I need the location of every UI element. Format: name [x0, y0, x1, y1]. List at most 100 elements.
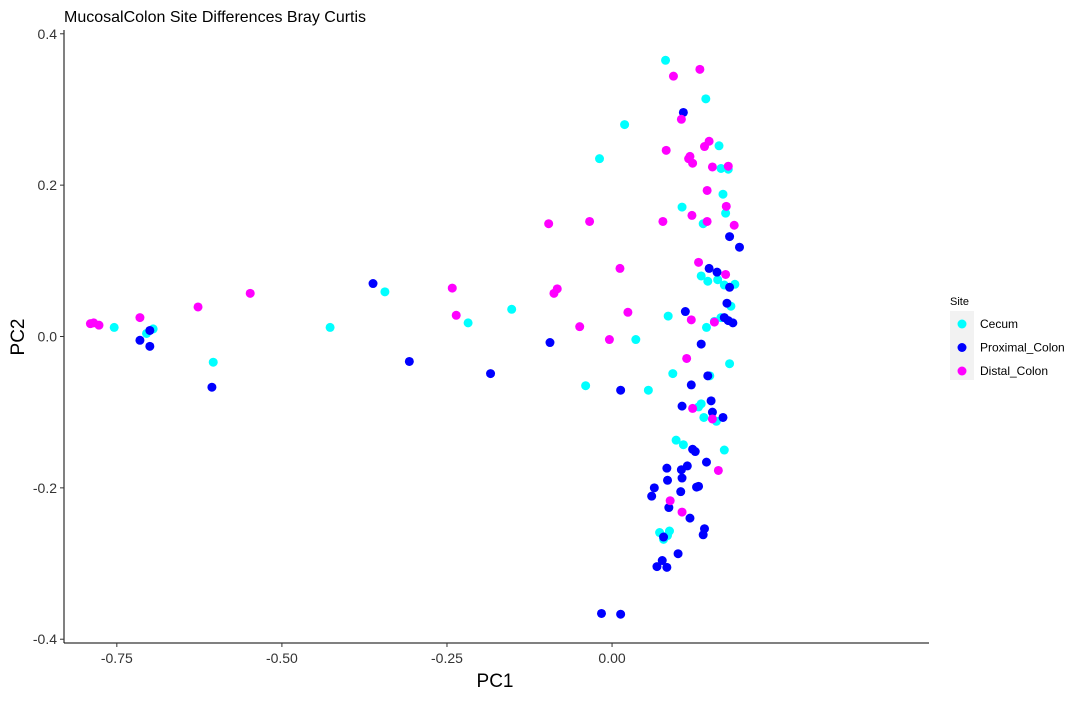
data-point-proximal-colon: [649, 483, 659, 493]
data-point-proximal-colon: [135, 335, 145, 345]
data-point-distal-colon: [661, 145, 671, 155]
data-point-cecum: [663, 311, 673, 321]
data-point-distal-colon: [723, 161, 733, 171]
data-point-proximal-colon: [734, 242, 744, 252]
data-point-distal-colon: [552, 284, 562, 294]
x-axis-title: PC1: [477, 671, 514, 692]
data-point-proximal-colon: [616, 385, 626, 395]
x-tick-label: 0.00: [598, 650, 625, 666]
data-point-proximal-colon: [545, 338, 555, 348]
x-tick-label: -0.75: [101, 650, 133, 666]
data-point-proximal-colon: [699, 524, 709, 534]
data-point-proximal-colon: [707, 407, 717, 417]
data-point-proximal-colon: [659, 532, 669, 542]
x-axis-ticks: -0.75 -0.50 -0.25 0.00: [101, 643, 626, 666]
data-point-proximal-colon: [207, 382, 217, 392]
data-point-distal-colon: [688, 403, 698, 413]
data-point-distal-colon: [665, 496, 675, 506]
data-point-proximal-colon: [652, 562, 662, 572]
data-point-distal-colon: [682, 353, 692, 363]
data-point-distal-colon: [676, 114, 686, 124]
data-point-cecum: [325, 322, 335, 332]
legend-label-distal-colon: Distal_Colon: [980, 364, 1048, 378]
x-tick-label: -0.25: [431, 650, 463, 666]
data-point-distal-colon: [702, 185, 712, 195]
data-point-cecum: [671, 435, 681, 445]
data-point-cecum: [643, 385, 653, 395]
data-point-cecum: [380, 287, 390, 297]
data-point-cecum: [661, 55, 671, 65]
y-tick-label: 0.4: [38, 26, 58, 42]
data-point-cecum: [678, 440, 688, 450]
data-point-distal-colon: [729, 220, 739, 230]
data-point-proximal-colon: [486, 369, 496, 379]
data-point-distal-colon: [688, 158, 698, 168]
data-point-cecum: [716, 163, 726, 173]
data-point-cecum: [595, 154, 605, 164]
data-point-proximal-colon: [696, 339, 706, 349]
data-point-proximal-colon: [596, 608, 606, 618]
legend-key-cecum: [957, 319, 967, 329]
data-point-distal-colon: [575, 322, 585, 332]
axes-layer: [63, 30, 929, 644]
data-point-proximal-colon: [662, 562, 672, 572]
data-point-proximal-colon: [657, 556, 667, 566]
data-point-proximal-colon: [662, 463, 672, 473]
data-point-proximal-colon: [676, 487, 686, 497]
data-point-cecum: [718, 189, 728, 199]
data-point-proximal-colon: [678, 107, 688, 117]
data-point-cecum: [713, 275, 723, 285]
legend-key-distal-colon: [957, 366, 967, 376]
data-point-distal-colon: [677, 507, 687, 517]
y-tick-label: -0.4: [33, 631, 57, 647]
data-point-proximal-colon: [145, 341, 155, 351]
legend-key-proximal-colon: [957, 343, 967, 352]
data-point-distal-colon: [604, 335, 614, 345]
data-point-cecum: [714, 141, 724, 151]
data-point-cecum: [725, 359, 735, 369]
data-point-proximal-colon: [663, 475, 673, 485]
data-point-cecum: [109, 322, 119, 332]
data-point-proximal-colon: [728, 318, 738, 328]
data-point-cecum: [581, 381, 591, 391]
data-point-cecum: [719, 445, 729, 455]
legend-label-cecum: Cecum: [980, 317, 1018, 331]
data-point-cecum: [703, 276, 713, 286]
data-point-proximal-colon: [701, 457, 711, 467]
data-point-distal-colon: [694, 257, 704, 267]
data-point-proximal-colon: [680, 307, 690, 317]
data-point-distal-colon: [721, 201, 731, 211]
data-point-distal-colon: [447, 283, 457, 293]
data-point-proximal-colon: [685, 513, 695, 523]
data-point-distal-colon: [193, 302, 203, 312]
data-point-cecum: [208, 357, 218, 367]
data-point-distal-colon: [94, 320, 104, 330]
data-point-proximal-colon: [703, 371, 713, 381]
data-point-proximal-colon: [725, 232, 735, 242]
legend-title: Site: [950, 296, 969, 308]
y-tick-label: 0.0: [38, 329, 58, 345]
data-point-distal-colon: [245, 288, 255, 298]
data-point-proximal-colon: [664, 503, 674, 513]
data-point-cecum: [701, 94, 711, 104]
data-point-distal-colon: [686, 315, 696, 325]
data-point-distal-colon: [615, 263, 625, 273]
y-tick-label: -0.2: [33, 480, 57, 496]
data-point-distal-colon: [623, 307, 633, 317]
data-point-proximal-colon: [677, 473, 687, 483]
data-point-distal-colon: [668, 71, 678, 81]
y-tick-label: 0.2: [38, 177, 58, 193]
data-point-cecum: [696, 271, 706, 281]
data-point-distal-colon: [451, 310, 461, 320]
data-point-distal-colon: [135, 313, 145, 323]
data-point-cecum: [620, 120, 630, 130]
y-axis-title: PC2: [8, 319, 29, 356]
data-point-distal-colon: [702, 216, 712, 226]
data-point-cecum: [701, 322, 711, 332]
legend: Site Cecum Proximal_Colon Distal_Colon: [950, 296, 1065, 380]
data-point-proximal-colon: [368, 279, 378, 289]
data-point-proximal-colon: [404, 356, 414, 366]
data-point-cecum: [668, 369, 678, 379]
data-points-layer: [85, 55, 744, 619]
